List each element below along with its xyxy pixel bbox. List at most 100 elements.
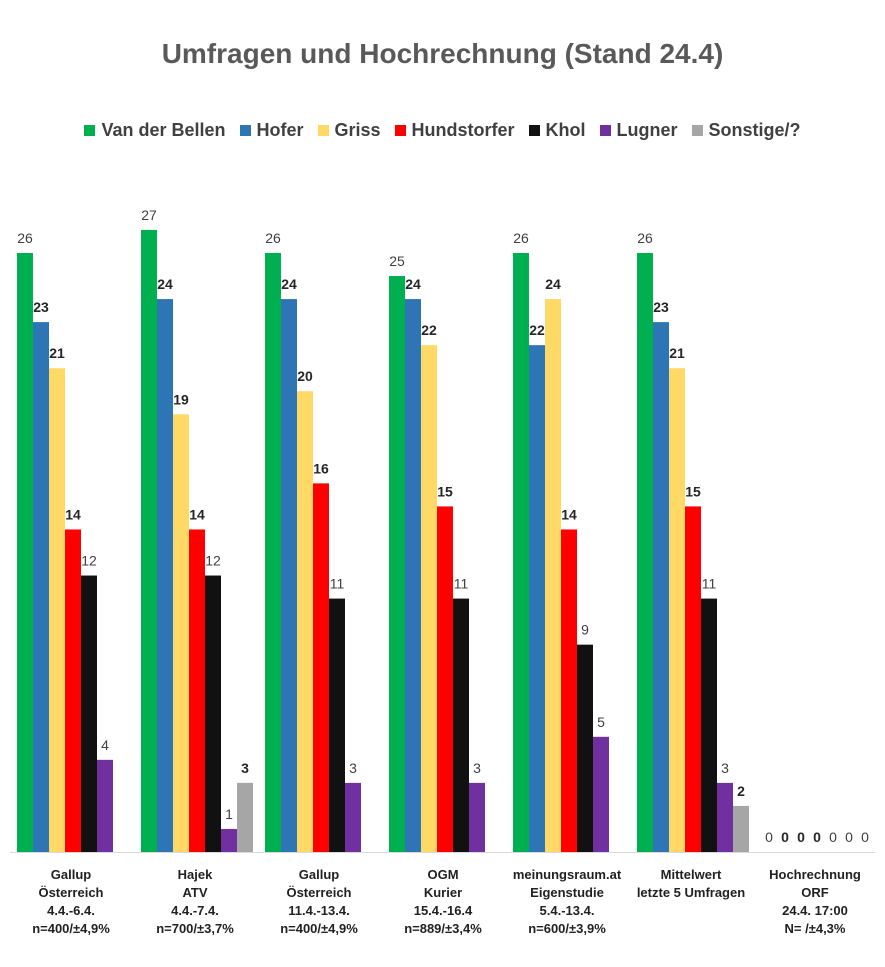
bar [389,276,405,852]
category-label: Mittelwert letzte 5 Umfragen [616,866,766,938]
legend-label: Sonstige/? [708,120,801,140]
bar [685,506,701,852]
data-label: 3 [473,760,481,776]
legend-entry: Lugner [599,120,678,141]
bar [345,782,361,852]
data-label: 26 [637,230,653,246]
data-label: 14 [65,506,81,522]
category-label-line: 24.4. 17:00 [782,903,848,918]
data-label: 23 [33,299,49,315]
category-label-line: meinungsraum.at [512,867,622,882]
legend-swatch [239,125,251,136]
legend-label: Lugner [616,120,678,140]
data-label: 14 [189,506,205,522]
category-label-line: n=889/±3,4% [404,921,482,936]
data-label: 24 [157,276,173,292]
legend-label: Khol [545,120,586,140]
legend-swatch [599,125,611,136]
data-label: 22 [421,322,437,338]
data-label: 15 [437,483,453,499]
category-label-line: letzte 5 Umfragen [636,885,746,900]
bar [49,368,65,852]
data-label: 1 [225,806,233,822]
category-label-line: 11.4.-13.4. [288,903,350,918]
bar [545,299,561,853]
category-label: Hochrechnung ORF 24.4. 17:00 N= /±4,3% [740,866,885,938]
category-label-line: Österreich [286,885,352,900]
data-label: 15 [685,483,701,499]
category-label-line: ORF [801,885,829,900]
data-label: 27 [141,207,157,223]
data-label: 0 [829,829,837,845]
bar [437,506,453,852]
bar [469,782,485,852]
data-label: 26 [513,230,529,246]
bar [733,805,749,852]
legend-swatch [691,125,703,136]
category-label-line: Kurier [423,885,463,900]
category-label-line: Österreich [38,885,104,900]
legend-swatch [317,125,329,136]
legend-entry: Van der Bellen [84,120,226,141]
data-label: 21 [669,345,685,361]
category-label-line: n=400/±4,9% [280,921,358,936]
category-label-line: Gallup [298,867,340,882]
category-label-line: ATV [182,885,208,900]
bar [717,782,733,852]
data-label: 11 [454,576,469,592]
bar [313,483,329,852]
bar [17,253,33,852]
legend-entry: Khol [528,120,586,141]
bar [97,759,113,852]
data-label: 24 [545,276,561,292]
category-label: Gallup Österreich 11.4.-13.4. n=400/±4,9% [244,866,394,938]
legend-entry: Griss [317,120,381,141]
legend-swatch [394,125,406,136]
data-label: 16 [313,460,329,476]
bar [669,368,685,852]
bar [405,299,421,853]
legend-entry: Sonstige/? [691,120,801,141]
data-label: 0 [781,829,789,845]
bar [33,322,49,853]
category-label-line: Hochrechnung [769,867,861,882]
bar [653,322,669,853]
legend-entry: Hofer [239,120,304,141]
data-label: 4 [101,737,109,753]
bar [221,828,237,852]
bar [141,229,157,852]
data-label: 24 [281,276,297,292]
bar [297,391,313,852]
legend-swatch [528,125,540,136]
category-label-line: Mittelwert [660,867,722,882]
category-label: meinungsraum.at Eigenstudie 5.4.-13.4. n=60… [492,866,642,938]
bar [173,414,189,852]
data-label: 3 [721,760,729,776]
bar [189,529,205,852]
legend-label: Griss [334,120,381,140]
bar [701,598,717,852]
data-label: 24 [405,276,421,292]
bar [237,782,253,852]
data-label: 19 [173,391,189,407]
data-label: 26 [265,230,281,246]
data-label: 21 [49,345,65,361]
category-label-line: 5.4.-13.4. [539,903,595,918]
data-label: 14 [561,506,577,522]
data-label: 0 [797,829,805,845]
category-label: Gallup Österreich 4.4.-6.4. n=400/±4,9% [0,866,146,938]
data-label: 22 [529,322,545,338]
category-label: OGM Kurier 15.4.-16.4 n=889/±3,4% [368,866,518,938]
bar [265,253,281,852]
chart-title: Umfragen und Hochrechnung (Stand 24.4) [161,38,724,69]
bar [513,253,529,852]
legend-swatch [84,125,96,136]
data-label: 20 [297,368,313,384]
data-label: 25 [389,253,405,269]
data-label: 3 [241,760,249,776]
category-label: Hajek ATV 4.4.-7.4. n=700/±3,7% [120,866,270,938]
category-label-line: 15.4.-16.4 [413,903,473,918]
category-label-line: 4.4.-6.4. [47,903,95,918]
data-label: 12 [81,553,97,569]
